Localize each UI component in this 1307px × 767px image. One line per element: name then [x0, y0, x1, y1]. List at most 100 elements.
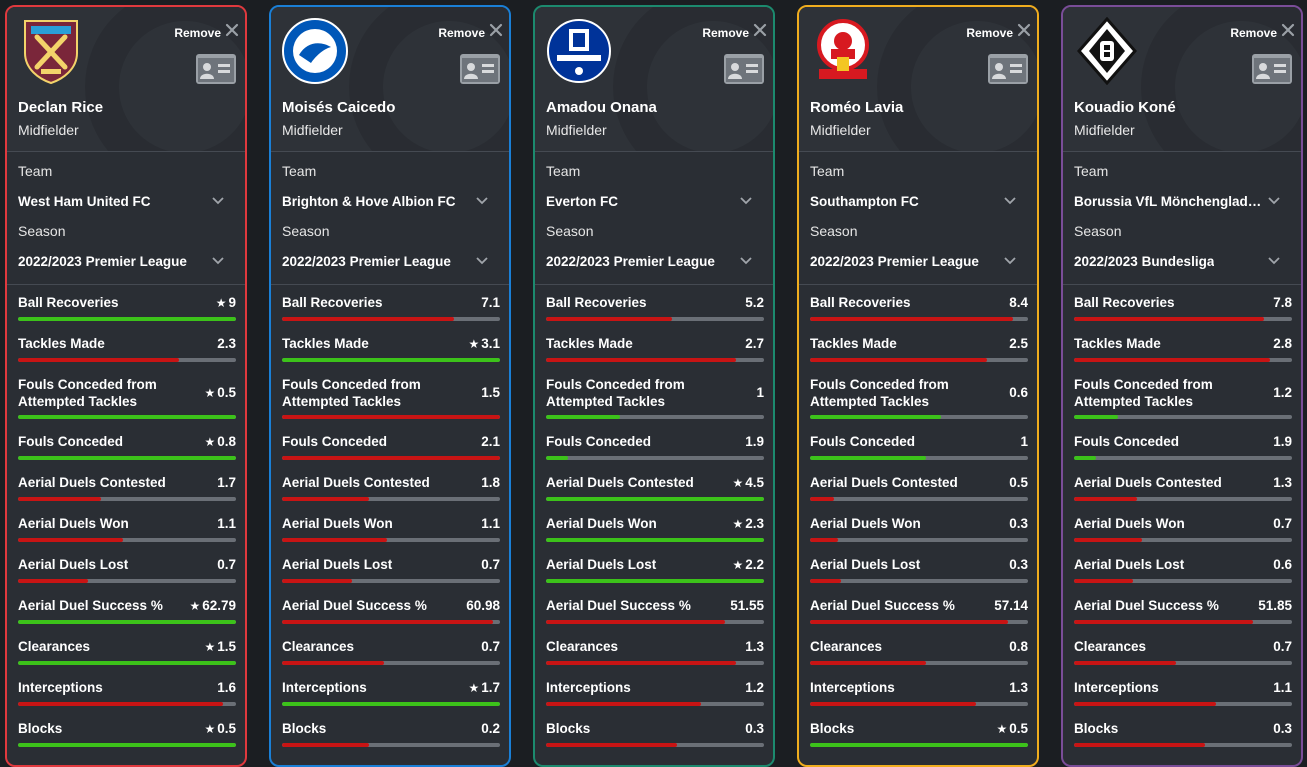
stat-row: Tackles Made 2.7	[546, 326, 766, 367]
season-dropdown[interactable]: 2022/2023 Bundesliga	[1074, 241, 1290, 281]
stat-bar	[546, 456, 764, 460]
stat-bar	[282, 538, 500, 542]
stat-bar-fill	[18, 743, 236, 747]
stat-row: Interceptions 1.1	[1074, 670, 1294, 711]
stat-label: Ball Recoveries	[282, 295, 383, 310]
star-icon: ★	[204, 386, 216, 400]
stat-bar	[282, 497, 500, 501]
season-dropdown[interactable]: 2022/2023 Premier League	[18, 241, 234, 281]
stat-bar-fill	[282, 661, 385, 665]
stat-value: 57.14	[994, 597, 1028, 614]
stats-list: Ball Recoveries 5.2 Tackles Made 2.7 Fouls C…	[535, 285, 773, 752]
stat-bar-fill	[1074, 415, 1118, 419]
stat-label: Ball Recoveries	[810, 295, 911, 310]
stat-value: 0.6	[1009, 384, 1028, 401]
chevron-down-icon	[1268, 252, 1290, 270]
stat-bar-fill	[546, 702, 701, 706]
stat-value: 1.3	[1273, 474, 1292, 491]
stat-bar	[546, 497, 764, 501]
remove-label: Remove	[438, 25, 485, 40]
stat-label: Clearances	[18, 639, 91, 654]
stat-number: 5.2	[745, 295, 764, 310]
stat-value: 0.6	[1273, 556, 1292, 573]
stat-bar-fill	[810, 743, 1028, 747]
stat-number: 62.79	[202, 598, 236, 613]
stat-number: 3.1	[481, 336, 500, 351]
stat-bar	[810, 456, 1028, 460]
stat-value: 60.98	[466, 597, 500, 614]
stat-label: Aerial Duel Success %	[546, 598, 691, 613]
stat-bar	[546, 358, 764, 362]
stat-row: Aerial Duels Won ★ 2.3	[546, 506, 766, 547]
stat-bar-fill	[1074, 456, 1096, 460]
stat-row: Clearances 0.8	[810, 629, 1030, 670]
stat-row: Fouls Conceded ★ 0.8	[18, 424, 238, 465]
remove-button[interactable]: Remove	[1230, 23, 1295, 42]
stat-value: 0.7	[481, 638, 500, 655]
stat-value: 1.3	[1009, 679, 1028, 696]
stat-bar	[810, 497, 1028, 501]
stat-label: Fouls Conceded from Attempted Tackles	[18, 377, 157, 409]
stat-bar-fill	[546, 415, 621, 419]
remove-button[interactable]: Remove	[174, 23, 239, 42]
remove-button[interactable]: Remove	[438, 23, 503, 42]
remove-button[interactable]: Remove	[702, 23, 767, 42]
chevron-down-icon	[212, 192, 234, 210]
chevron-down-icon	[476, 252, 498, 270]
stat-value: ★ 1.7	[468, 679, 500, 697]
stat-label: Fouls Conceded	[1074, 434, 1180, 449]
stat-bar	[18, 538, 236, 542]
season-label: Season	[1074, 223, 1122, 239]
stat-label: Interceptions	[546, 680, 631, 695]
stat-value: 1.1	[217, 515, 236, 532]
stat-bar	[282, 415, 500, 419]
stat-row: Aerial Duels Lost ★ 2.2	[546, 547, 766, 588]
stat-label: Aerial Duels Contested	[546, 475, 694, 490]
team-dropdown[interactable]: Brighton & Hove Albion FC	[282, 181, 498, 221]
stat-bar	[810, 538, 1028, 542]
chevron-down-icon	[476, 192, 498, 210]
stat-value: 1.1	[481, 515, 500, 532]
stat-row: Interceptions 1.2	[546, 670, 766, 711]
season-dropdown[interactable]: 2022/2023 Premier League	[282, 241, 498, 281]
stat-label: Blocks	[18, 721, 63, 736]
team-dropdown[interactable]: Everton FC	[546, 181, 762, 221]
stat-label: Tackles Made	[282, 336, 369, 351]
team-dropdown[interactable]: Southampton FC	[810, 181, 1026, 221]
stat-value: ★ 1.5	[204, 638, 236, 656]
stat-row: Fouls Conceded from Attempted Tackles ★ 0.…	[18, 367, 238, 424]
stat-number: 0.3	[1009, 516, 1028, 531]
season-label: Season	[282, 223, 330, 239]
star-icon: ★	[189, 599, 201, 613]
stat-value: 1.5	[481, 384, 500, 401]
stat-number: 9	[228, 295, 236, 310]
stat-bar	[18, 497, 236, 501]
stat-row: Fouls Conceded 1.9	[546, 424, 766, 465]
stat-label: Interceptions	[282, 680, 367, 695]
remove-button[interactable]: Remove	[966, 23, 1031, 42]
stat-bar-fill	[282, 415, 500, 419]
stat-number: 0.7	[1273, 516, 1292, 531]
stat-row: Aerial Duel Success % 51.55	[546, 588, 766, 629]
stat-bar	[1074, 317, 1292, 321]
season-dropdown[interactable]: 2022/2023 Premier League	[546, 241, 762, 281]
season-dropdown[interactable]: 2022/2023 Premier League	[810, 241, 1026, 281]
stat-value: 0.7	[1273, 638, 1292, 655]
star-icon: ★	[732, 558, 744, 572]
stat-bar-fill	[1074, 620, 1253, 624]
team-dropdown[interactable]: Borussia VfL Mönchengladbach	[1074, 181, 1290, 221]
stat-bar-fill	[18, 579, 88, 583]
stat-row: Aerial Duels Won 1.1	[282, 506, 502, 547]
stat-row: Blocks 0.3	[546, 711, 766, 752]
team-dropdown[interactable]: West Ham United FC	[18, 181, 234, 221]
stat-bar-fill	[1074, 538, 1142, 542]
stat-value: 0.3	[745, 720, 764, 737]
stat-value: 2.1	[481, 433, 500, 450]
stat-row: Aerial Duels Contested 1.8	[282, 465, 502, 506]
stat-bar-fill	[1074, 579, 1133, 583]
stat-row: Aerial Duels Contested 1.3	[1074, 465, 1294, 506]
stat-number: 2.2	[745, 557, 764, 572]
stat-value: 0.3	[1009, 556, 1028, 573]
stat-bar	[810, 661, 1028, 665]
stat-bar	[1074, 497, 1292, 501]
